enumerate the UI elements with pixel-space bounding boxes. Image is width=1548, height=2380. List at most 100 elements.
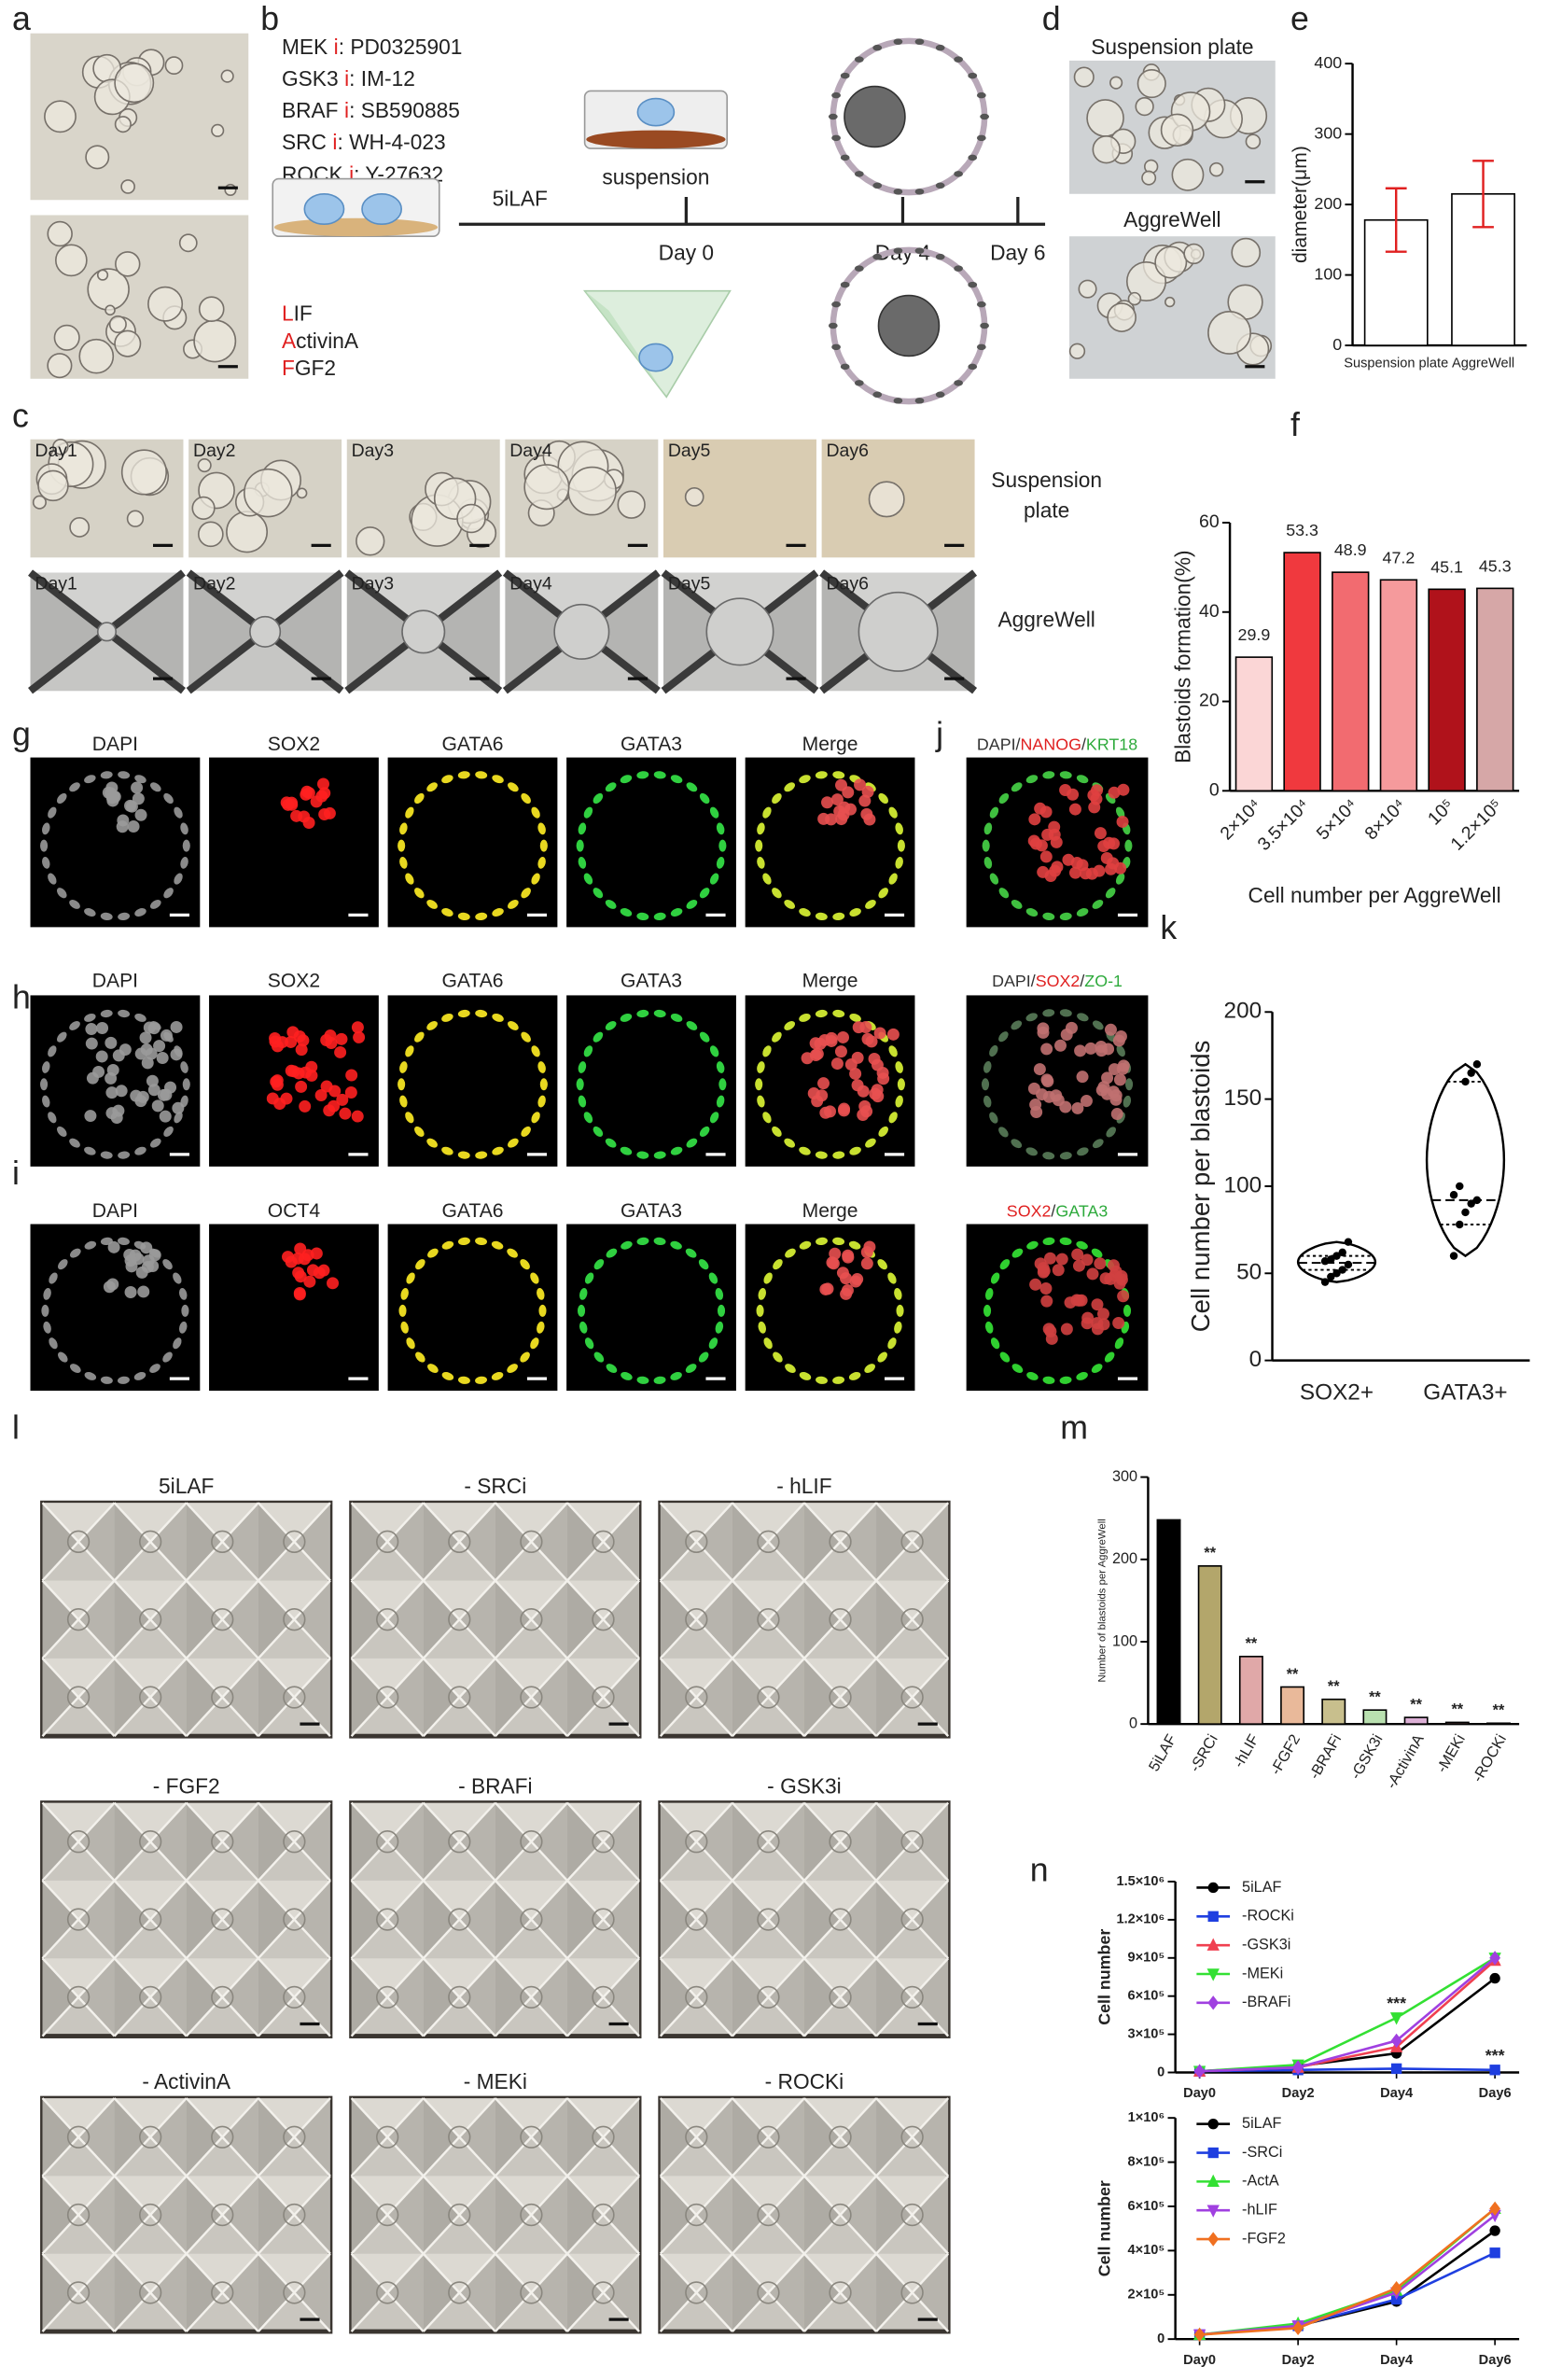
te-cell	[976, 343, 986, 351]
nucleus	[117, 1237, 130, 1246]
well-face	[114, 1880, 187, 1920]
nucleus	[871, 1058, 884, 1071]
well-face	[840, 1580, 877, 1659]
aggregate	[900, 2203, 924, 2227]
well-edge	[185, 1957, 259, 2037]
nucleus	[716, 857, 725, 869]
cyst	[1107, 302, 1137, 332]
well-edge	[113, 1502, 188, 1582]
aggregate	[448, 1607, 471, 1631]
nucleus	[40, 1078, 49, 1091]
nucleus	[475, 1151, 488, 1159]
well-face	[351, 2176, 388, 2254]
nucleus	[849, 908, 861, 917]
well-face	[459, 1580, 495, 1659]
well-face	[42, 1880, 115, 1920]
aggregate	[829, 1830, 852, 1854]
stain-part: /	[1031, 972, 1036, 990]
cyst	[114, 63, 155, 104]
nucleus	[151, 1099, 164, 1113]
aggregate	[283, 1985, 306, 2009]
cyst	[226, 511, 269, 553]
well-face	[42, 1503, 115, 1542]
micrograph	[209, 1224, 379, 1392]
te-cell	[893, 247, 903, 254]
series-line	[1199, 2207, 1496, 2336]
well-edge	[422, 1801, 496, 1882]
aggregate	[283, 2125, 306, 2149]
nucleus	[475, 771, 488, 779]
nucleus	[989, 1044, 998, 1057]
cyst	[1160, 113, 1194, 147]
factor-rest: IF	[294, 301, 313, 326]
micrograph	[349, 2095, 642, 2334]
well-face	[78, 2098, 115, 2177]
micrograph	[209, 995, 379, 1167]
significance: **	[1246, 1635, 1258, 1652]
aggregate	[592, 1607, 615, 1631]
aggregate	[705, 597, 774, 666]
te-cell	[831, 134, 841, 142]
nucleus	[475, 1237, 487, 1246]
nucleus	[124, 1254, 137, 1267]
nucleus	[140, 1241, 153, 1254]
well-face	[495, 1503, 532, 1581]
nucleus	[895, 857, 903, 869]
nucleus	[593, 888, 604, 899]
cyst	[197, 457, 212, 473]
cyst	[220, 69, 234, 83]
well-face	[876, 1802, 949, 1842]
x-tick-label: 8×10⁴	[1360, 795, 1409, 844]
well-edge	[875, 1502, 950, 1582]
te-cell	[976, 91, 986, 99]
well-face	[876, 2253, 913, 2332]
nucleus	[1034, 802, 1047, 815]
aggregate	[685, 1830, 708, 1854]
nucleus	[1040, 1295, 1053, 1308]
stain-part: GATA3	[1055, 1201, 1108, 1220]
point	[1467, 1199, 1475, 1208]
well-face	[186, 1503, 258, 1542]
point	[1320, 1278, 1330, 1286]
nucleus	[160, 1029, 173, 1042]
well-edge	[113, 2097, 188, 2177]
well-face	[222, 2253, 258, 2332]
series-line	[1199, 2207, 1496, 2336]
well-edge	[659, 1880, 733, 1960]
well-face	[912, 1580, 949, 1659]
well-face	[222, 1880, 258, 1959]
nucleus	[593, 1259, 605, 1270]
well-face	[495, 2098, 532, 2177]
well-face	[566, 1658, 640, 1698]
nucleus	[530, 1272, 539, 1284]
well-face	[258, 1880, 295, 1959]
cyst	[1135, 96, 1154, 117]
nucleus	[1092, 1139, 1104, 1149]
panel-letter: h	[12, 979, 31, 1016]
well-face	[660, 1658, 697, 1737]
nucleus	[772, 1031, 782, 1043]
nucleus	[100, 1376, 113, 1384]
nucleus	[84, 908, 96, 917]
nucleus	[784, 899, 796, 909]
well-face	[768, 1880, 804, 1959]
legend-label: -FGF2	[1242, 2230, 1286, 2247]
nucleus	[757, 857, 765, 869]
value-label: 53.3	[1286, 521, 1318, 539]
well-face	[42, 2253, 79, 2332]
well-face	[186, 1503, 223, 1581]
nucleus	[857, 1085, 870, 1098]
nucleus	[757, 1095, 765, 1108]
aggregate	[829, 1607, 852, 1631]
nucleus	[998, 792, 1010, 805]
well-face	[803, 1658, 877, 1698]
aggregate	[638, 343, 674, 372]
nucleus	[708, 1337, 718, 1350]
cyst	[1068, 343, 1086, 359]
aggregate	[138, 1686, 162, 1709]
bar	[1280, 1686, 1305, 1725]
marker	[1207, 1911, 1219, 1922]
nucleus	[531, 873, 540, 885]
well-face	[876, 1580, 949, 1620]
well-face	[186, 1958, 223, 2037]
